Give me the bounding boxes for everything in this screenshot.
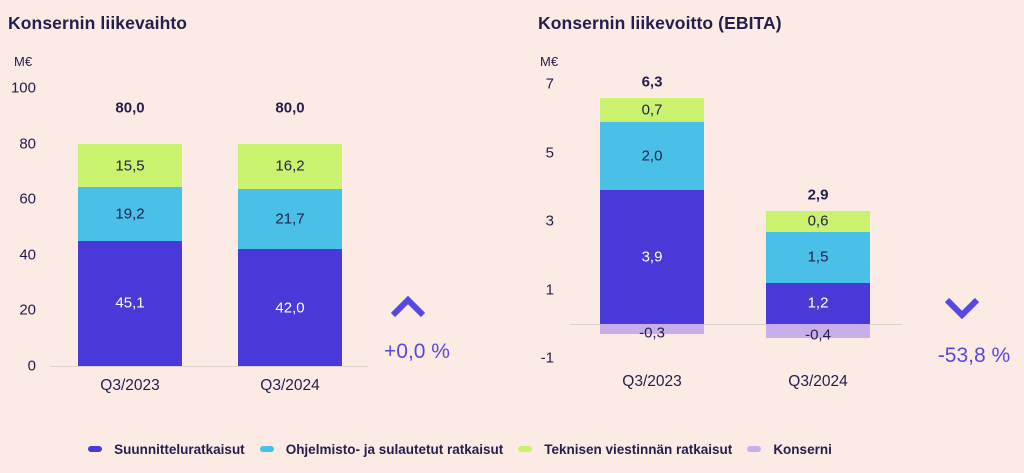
bar-segment <box>238 188 342 250</box>
y-axis-tick: -1 <box>540 349 554 367</box>
legend-item-4: Konserni <box>747 442 832 457</box>
segment-value-label: -0,4 <box>805 326 831 344</box>
legend-item-1: Suunnitteluratkaisut <box>88 442 245 457</box>
bar-segment <box>238 249 342 366</box>
legend-swatch <box>747 446 762 452</box>
bar-segment <box>600 121 704 191</box>
chart-title-liikevaihto: Konsernin liikevaihto <box>8 13 188 33</box>
trend-up-icon <box>388 294 428 320</box>
legend-item-3: Teknisen viestinnän ratkaisut <box>518 442 732 457</box>
y-axis-tick: 80 <box>19 135 36 153</box>
bar-segment <box>766 324 870 338</box>
legend-item-label: Konserni <box>773 441 832 457</box>
segment-value-label: 21,7 <box>275 210 305 228</box>
x-axis-category-label: Q3/2023 <box>100 377 160 394</box>
bar-total-label: 80,0 <box>275 99 305 117</box>
segment-value-label: 3,9 <box>641 248 663 266</box>
chart-title-liikevoitto: Konsernin liikevoitto (EBITA) <box>538 13 782 33</box>
legend-item-2: Ohjelmisto- ja sulautetut ratkaisut <box>259 441 504 457</box>
segment-value-label: 45,1 <box>115 294 145 312</box>
change-percentage-label: +0,0 % <box>384 340 450 363</box>
y-axis-tick: 3 <box>545 212 554 230</box>
bar-total-label: 2,9 <box>807 186 829 204</box>
x-axis-line <box>50 366 368 367</box>
y-axis-tick: 5 <box>545 144 554 162</box>
y-axis-unit-label: M€ <box>14 54 33 69</box>
bar-segment <box>600 190 704 324</box>
bar-segment <box>600 97 704 122</box>
segment-value-label: 42,0 <box>275 299 305 317</box>
legend-swatch <box>88 446 103 452</box>
y-axis-tick: 60 <box>19 190 36 208</box>
segment-value-label: 16,2 <box>275 157 305 175</box>
bar-segment <box>238 143 342 189</box>
bar-total-label: 80,0 <box>115 99 145 117</box>
x-axis-category-label: Q3/2023 <box>622 373 682 390</box>
segment-value-label: 19,2 <box>115 205 145 223</box>
bar-total-label: 6,3 <box>641 73 663 91</box>
legend-item-label: Suunnitteluratkaisut <box>114 441 245 457</box>
segment-value-label: -0,3 <box>639 324 665 342</box>
chart-legend: Suunnitteluratkaisut Ohjelmisto- ja sulau… <box>0 434 972 464</box>
legend-item-label: Ohjelmisto- ja sulautetut ratkaisut <box>285 441 504 457</box>
trend-down-icon <box>942 295 982 321</box>
y-axis-tick: 20 <box>19 301 36 319</box>
y-axis-unit-label: M€ <box>540 54 559 69</box>
bar-segment <box>766 210 870 232</box>
segment-value-label: 0,7 <box>641 101 663 119</box>
segment-value-label: 15,5 <box>115 157 145 175</box>
legend-swatch <box>518 446 533 452</box>
bar-segment <box>78 187 182 241</box>
segment-value-label: 0,6 <box>807 212 829 230</box>
bar-segment <box>766 282 870 324</box>
x-axis-category-label: Q3/2024 <box>788 373 848 390</box>
x-axis-line <box>570 324 902 325</box>
segment-value-label: 1,5 <box>807 248 829 266</box>
bar-segment <box>766 231 870 283</box>
y-axis-tick: 100 <box>10 79 36 97</box>
segment-value-label: 2,0 <box>641 147 663 165</box>
bar-segment <box>78 144 182 188</box>
legend-swatch <box>259 446 274 452</box>
x-axis-category-label: Q3/2024 <box>260 377 320 394</box>
y-axis-tick: 0 <box>27 357 36 375</box>
y-axis-tick: 40 <box>19 246 36 264</box>
legend-item-label: Teknisen viestinnän ratkaisut <box>544 441 733 457</box>
bar-segment <box>600 324 704 335</box>
bar-segment <box>78 240 182 366</box>
y-axis-tick: 1 <box>545 281 554 299</box>
segment-value-label: 1,2 <box>807 294 829 312</box>
y-axis-tick: 7 <box>545 75 554 93</box>
change-percentage-label: -53,8 % <box>937 344 1011 367</box>
